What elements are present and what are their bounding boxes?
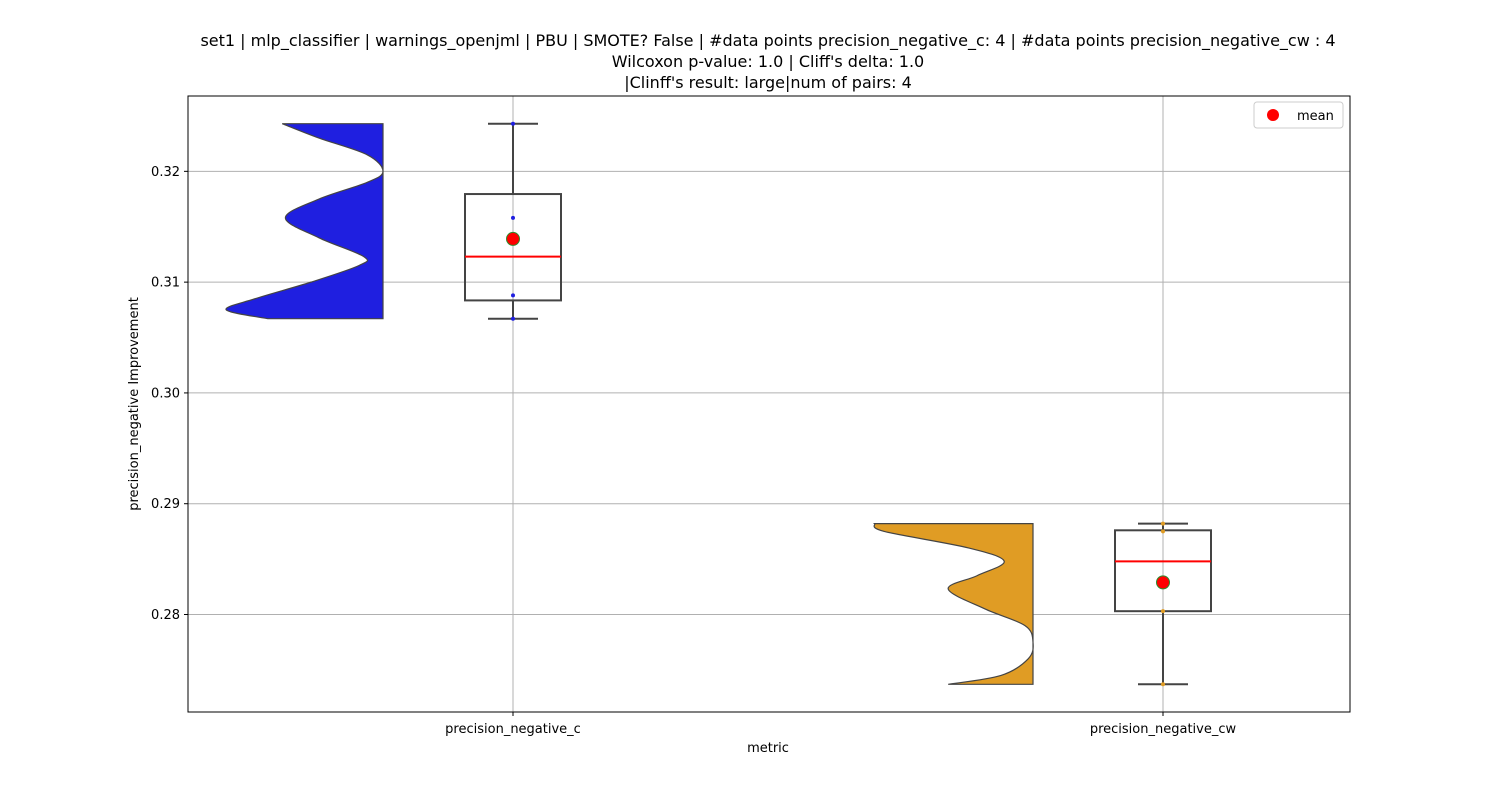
legend-mean-marker [1267,109,1279,121]
chart-title: set1 | mlp_classifier | warnings_openjml… [200,31,1335,92]
y-tick-label: 0.32 [151,165,180,180]
data-point [511,316,515,321]
plot-area-frame [187,95,1351,713]
x-axis-label: metric [747,741,789,756]
legend-frame [1253,101,1344,129]
violin-body [872,523,1034,685]
violin-body [225,123,384,320]
legend-mean-label: mean [1297,109,1334,124]
x-tick-label: precision_negative_c [445,722,581,737]
box-iqr [464,193,562,302]
data-point [511,121,515,126]
y-tick-label: 0.28 [151,608,180,623]
x-axis-ticks: precision_negative_c precision_negative_c… [445,712,1237,737]
legend: mean [1253,101,1344,129]
data-point [511,215,515,220]
title-line-2: Wilcoxon p-value: 1.0 | Cliff's delta: 1… [612,52,924,71]
data-point [1161,682,1165,687]
y-tick-label: 0.31 [151,276,180,291]
mean-marker [1156,575,1170,590]
mean-marker [506,231,520,246]
data-point [1161,521,1165,526]
data-point [1161,609,1165,614]
y-axis-label: precision_negative Improvement [127,297,142,511]
title-line-3: |Clinff's result: large|num of pairs: 4 [624,73,912,92]
data-point [1161,529,1165,534]
data-point [511,293,515,298]
violins [225,123,1034,685]
boxplots [464,121,1212,687]
title-line-1: set1 | mlp_classifier | warnings_openjml… [200,31,1335,51]
y-axis-ticks: 0.28 0.29 0.30 0.31 0.32 [151,165,188,623]
x-tick-label: precision_negative_cw [1090,722,1237,737]
y-tick-label: 0.29 [151,497,180,512]
y-tick-label: 0.30 [151,386,180,401]
